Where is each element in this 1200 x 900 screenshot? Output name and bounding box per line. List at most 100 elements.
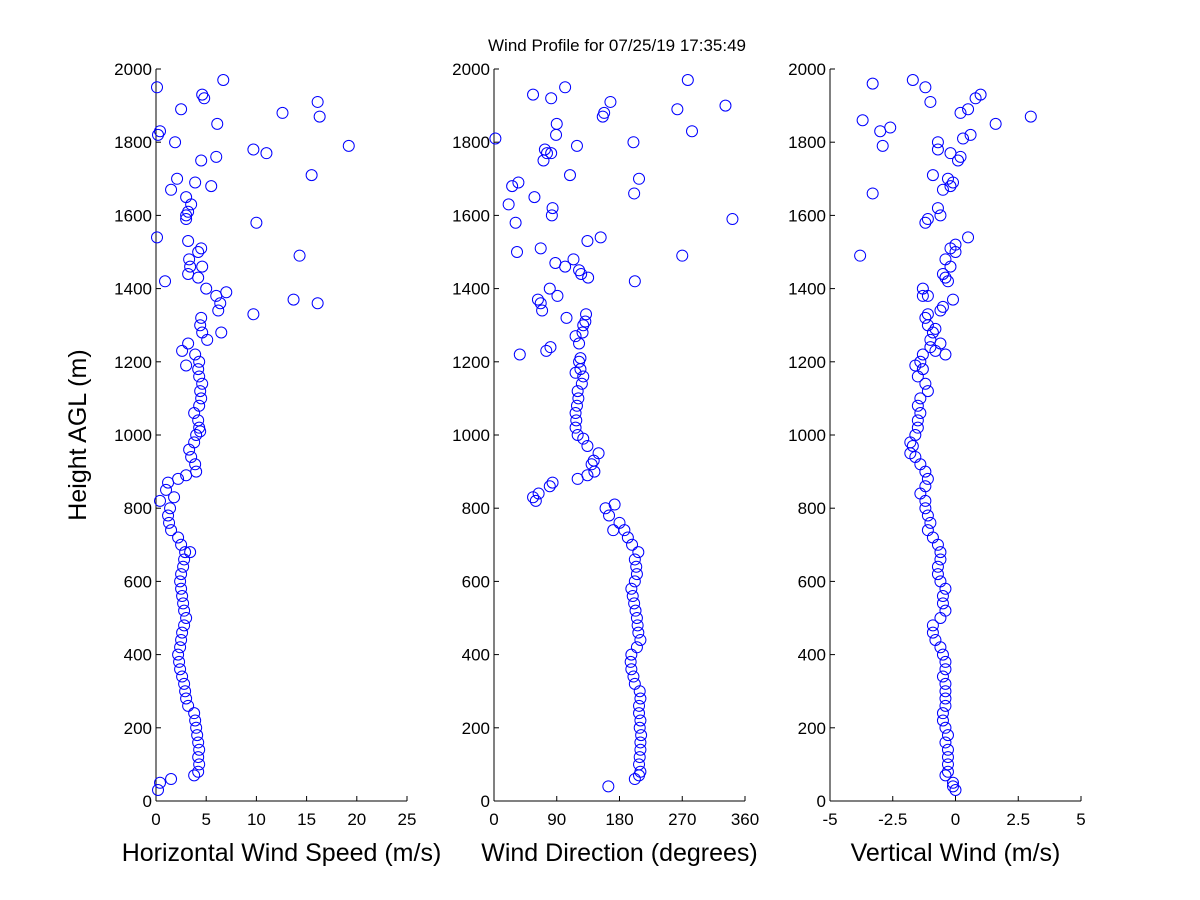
data-point [939, 271, 952, 284]
data-point [944, 147, 957, 160]
data-point [305, 169, 318, 182]
data-point [575, 377, 588, 390]
data-point [573, 264, 586, 277]
data-point [941, 275, 954, 288]
y-tick-label: 600 [462, 572, 490, 591]
data-point [176, 590, 189, 603]
data-point [627, 670, 640, 683]
data-point [196, 377, 209, 390]
x-tick-label: 270 [668, 810, 696, 829]
y-tick-label: 1400 [788, 280, 826, 299]
data-point [634, 692, 647, 705]
data-point [168, 491, 181, 504]
data-point [180, 213, 193, 226]
data-point [311, 297, 324, 310]
data-point [184, 260, 197, 273]
x-tick-label: -2.5 [878, 810, 907, 829]
data-point [311, 95, 324, 108]
y-tick-label: 1600 [788, 206, 826, 225]
data-point [180, 191, 193, 204]
data-point [921, 308, 934, 321]
y-tick-label: 1200 [452, 353, 490, 372]
data-point [572, 392, 585, 405]
data-point [175, 633, 188, 646]
data-point [926, 169, 939, 182]
data-point [527, 88, 540, 101]
data-point [911, 414, 924, 427]
data-point [543, 282, 556, 295]
y-tick-label: 1000 [452, 426, 490, 445]
data-point [604, 95, 617, 108]
data-point [939, 253, 952, 266]
data-point [934, 304, 947, 317]
data-point [512, 176, 525, 189]
data-point [633, 707, 646, 720]
data-point [628, 597, 641, 610]
data-point [926, 626, 939, 639]
data-point [194, 385, 207, 398]
data-point [630, 612, 643, 624]
data-point [196, 88, 209, 101]
data-point [856, 114, 869, 127]
data-point [581, 235, 594, 248]
data-point [176, 344, 189, 357]
data-point [884, 121, 897, 134]
data-point [188, 436, 201, 449]
data-point [941, 765, 954, 778]
data-point [172, 531, 185, 544]
data-point [874, 125, 887, 138]
y-tick-label: 200 [798, 719, 826, 738]
data-point [570, 414, 583, 427]
data-point [628, 575, 641, 588]
data-point [175, 582, 188, 595]
data-point [342, 139, 355, 152]
data-point [201, 333, 214, 346]
data-point [545, 209, 558, 222]
data-point [174, 663, 187, 676]
x-tick-label: 360 [731, 810, 759, 829]
data-point [911, 421, 924, 434]
x-tick-label: 5 [1076, 810, 1085, 829]
data-point [247, 143, 260, 156]
data-point [936, 597, 949, 610]
data-point [211, 117, 224, 130]
x-tick-label: 2.5 [1006, 810, 1030, 829]
data-point [1024, 110, 1037, 123]
data-point [625, 582, 638, 595]
data-point [919, 81, 932, 94]
data-point [916, 348, 929, 361]
y-tick-label: 1800 [452, 133, 490, 152]
data-point [634, 743, 647, 756]
data-point [934, 575, 947, 588]
data-point [489, 132, 502, 145]
data-point [183, 253, 196, 266]
data-point [919, 377, 932, 390]
data-point [550, 117, 563, 130]
data-point [544, 341, 557, 354]
data-point [173, 655, 186, 668]
data-point [313, 110, 326, 123]
data-point [175, 538, 188, 551]
data-point [192, 751, 205, 764]
data-point [509, 216, 522, 229]
data-point [570, 139, 583, 152]
data-point [607, 524, 620, 537]
data-point [192, 765, 205, 778]
data-point [571, 385, 584, 398]
data-point [914, 487, 927, 500]
data-point [172, 472, 185, 485]
data-point [192, 246, 205, 258]
data-point [180, 359, 193, 372]
y-tick-label: 600 [798, 572, 826, 591]
data-point [165, 773, 178, 786]
data-point [632, 546, 645, 559]
data-point [569, 407, 582, 420]
panel-vertical-wind: 0 200 400 600 800 1000 1200 1400 1600 1800 2000 -5 -… [788, 60, 1086, 867]
data-point [177, 560, 190, 573]
data-point [626, 538, 639, 551]
data-point [151, 81, 164, 94]
data-point [189, 348, 202, 361]
data-point [574, 363, 587, 376]
data-point [563, 169, 576, 182]
data-point [220, 286, 233, 299]
